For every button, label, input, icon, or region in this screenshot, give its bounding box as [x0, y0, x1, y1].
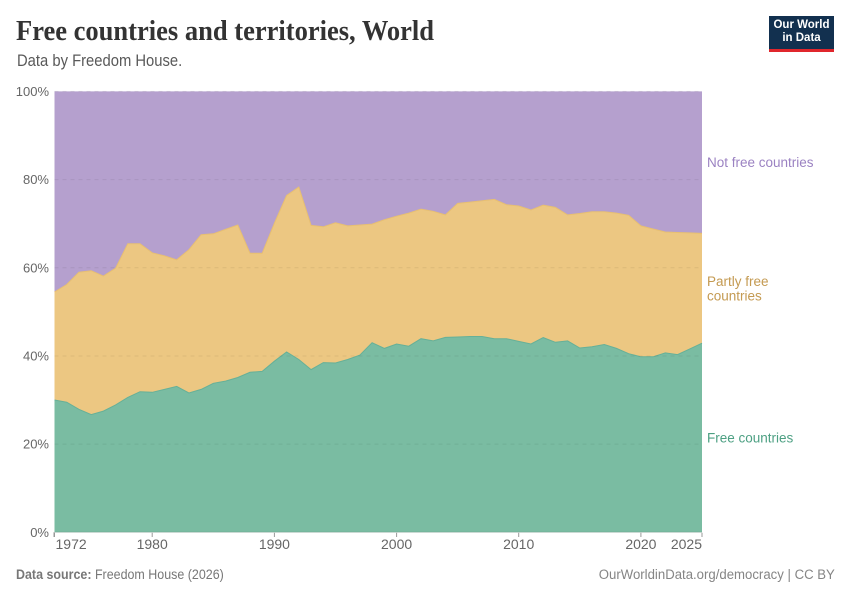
svg-text:2020: 2020 [625, 536, 656, 552]
svg-text:countries: countries [707, 289, 762, 304]
svg-text:40%: 40% [23, 349, 49, 364]
svg-text:1972: 1972 [56, 536, 87, 552]
svg-text:60%: 60% [23, 260, 49, 275]
svg-text:100%: 100% [16, 84, 50, 99]
svg-text:2025: 2025 [671, 536, 702, 552]
svg-text:0%: 0% [30, 525, 49, 540]
svg-text:2010: 2010 [503, 536, 534, 552]
svg-text:Partly free: Partly free [707, 274, 769, 289]
svg-text:Free countries: Free countries [707, 431, 794, 446]
svg-text:Not free countries: Not free countries [707, 155, 814, 170]
svg-text:1990: 1990 [259, 536, 290, 552]
svg-text:2000: 2000 [381, 536, 412, 552]
svg-text:20%: 20% [23, 437, 49, 452]
svg-text:80%: 80% [23, 172, 49, 187]
svg-text:1980: 1980 [137, 536, 168, 552]
